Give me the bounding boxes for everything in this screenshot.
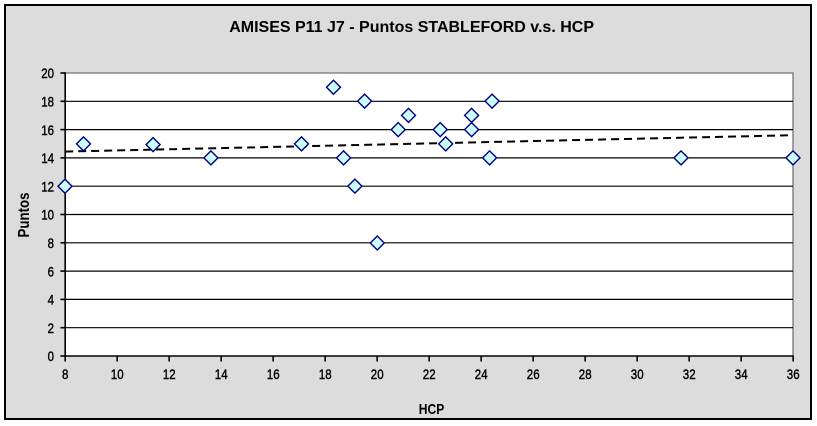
svg-text:28: 28: [579, 366, 592, 382]
svg-text:4: 4: [48, 292, 55, 308]
svg-text:24: 24: [475, 366, 488, 382]
svg-text:10: 10: [111, 366, 124, 382]
svg-text:20: 20: [41, 65, 54, 81]
svg-text:Puntos: Puntos: [16, 192, 33, 237]
svg-text:26: 26: [527, 366, 540, 382]
svg-text:AMISES P11 J7 - Puntos STABLEF: AMISES P11 J7 - Puntos STABLEFORD v.s. H…: [229, 19, 594, 36]
svg-text:12: 12: [163, 366, 176, 382]
svg-text:12: 12: [41, 178, 54, 194]
svg-text:14: 14: [41, 150, 54, 166]
svg-text:8: 8: [48, 235, 55, 251]
svg-text:2: 2: [48, 320, 55, 336]
svg-text:18: 18: [41, 94, 54, 110]
svg-text:14: 14: [215, 366, 228, 382]
svg-text:34: 34: [735, 366, 748, 382]
svg-text:8: 8: [62, 366, 69, 382]
svg-text:16: 16: [41, 122, 54, 138]
svg-text:36: 36: [787, 366, 800, 382]
svg-text:16: 16: [267, 366, 280, 382]
svg-text:HCP: HCP: [419, 401, 445, 418]
svg-text:0: 0: [48, 348, 55, 364]
svg-text:18: 18: [319, 366, 332, 382]
svg-text:10: 10: [41, 207, 54, 223]
svg-text:22: 22: [423, 366, 436, 382]
svg-text:30: 30: [631, 366, 644, 382]
svg-text:32: 32: [683, 366, 696, 382]
svg-text:20: 20: [371, 366, 384, 382]
svg-text:6: 6: [48, 263, 55, 279]
